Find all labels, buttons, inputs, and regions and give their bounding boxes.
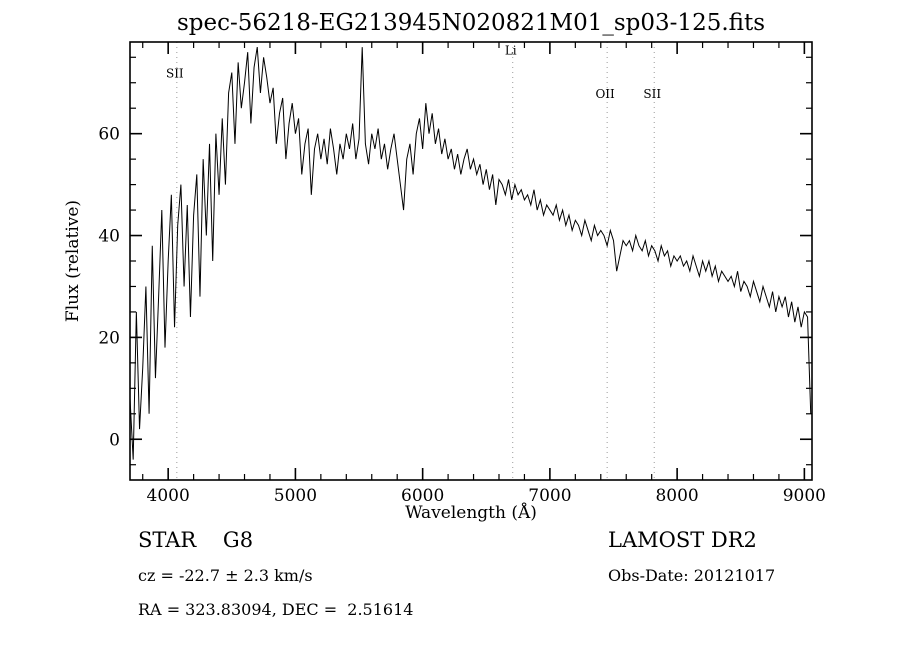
y-tick-label: 20: [98, 328, 120, 348]
object-class-label: STAR G8: [138, 528, 254, 552]
x-tick-label: 6000: [401, 486, 444, 506]
ra-dec-value: RA = 323.83094, DEC = 2.51614: [138, 600, 414, 619]
feature-label: Li: [505, 44, 517, 58]
y-tick-label: 60: [98, 125, 120, 145]
spectrum-line: [130, 47, 812, 460]
chart-title: spec-56218-EG213945N020821M01_sp03-125.f…: [177, 10, 765, 36]
y-axis-label: Flux (relative): [63, 200, 83, 322]
feature-lines-layer: SII Li OII SII: [166, 42, 661, 480]
x-axis-label: Wavelength (Å): [405, 502, 537, 523]
spectrum-line-layer: [130, 47, 812, 460]
survey-label: LAMOST DR2: [608, 528, 757, 552]
x-tick-label: 4000: [147, 486, 190, 506]
x-tick-label: 5000: [274, 486, 317, 506]
cz-value: cz = -22.7 ± 2.3 km/s: [138, 566, 313, 585]
x-tick-label: 7000: [528, 486, 571, 506]
feature-label: OII: [595, 87, 615, 101]
feature-label: SII: [166, 67, 184, 81]
axis-ticks-layer: 4000 5000 6000 7000 8000 9000 0 20 40 60: [98, 42, 826, 506]
obs-date-value: Obs-Date: 20121017: [608, 566, 776, 585]
plot-frame: [129, 41, 813, 481]
feature-label: SII: [643, 87, 661, 101]
x-tick-label: 8000: [655, 486, 698, 506]
y-tick-label: 40: [98, 227, 120, 247]
x-tick-label: 9000: [783, 486, 826, 506]
spectrum-plot: spec-56218-EG213945N020821M01_sp03-125.f…: [63, 10, 826, 523]
y-tick-label: 0: [109, 430, 120, 450]
